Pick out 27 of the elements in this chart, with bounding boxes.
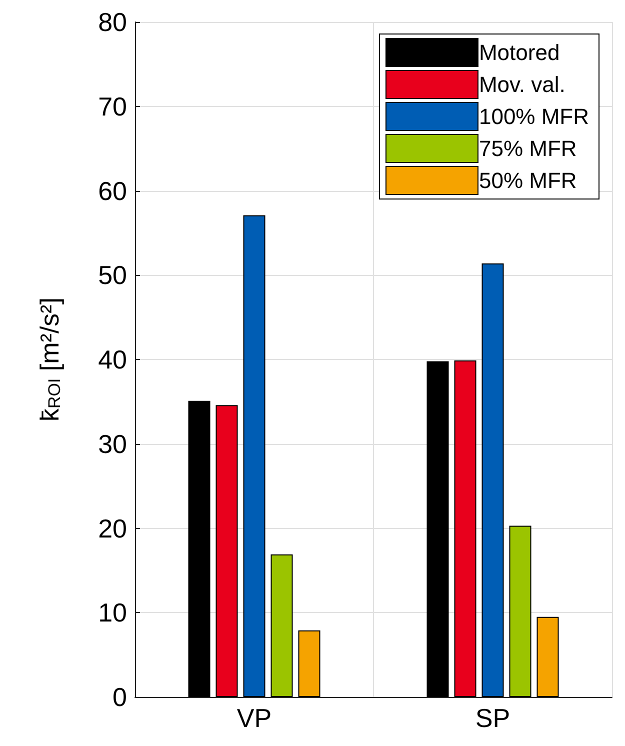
y-tick-label: 10 [98, 598, 127, 628]
y-tick-label: 80 [98, 7, 127, 37]
bar [482, 263, 504, 697]
bar [509, 526, 532, 697]
y-axis-title: k̄ROI [m²/s²] [34, 297, 64, 422]
bar [298, 630, 320, 697]
y-tick-label: 20 [98, 513, 127, 544]
legend-label: 50% MFR [478, 168, 577, 193]
bar [243, 215, 266, 697]
bar [216, 405, 238, 697]
y-tick-label: 50 [98, 260, 127, 290]
legend-label: Motored [478, 40, 560, 65]
y-tick-label: 0 [112, 682, 127, 712]
x-tick-label: SP [475, 703, 510, 733]
y-tick-label: 70 [98, 91, 127, 122]
x-tick-label: VP [236, 703, 272, 733]
y-tick-label: 60 [98, 176, 127, 206]
bar [270, 554, 293, 697]
bar [426, 361, 449, 697]
bar [188, 400, 210, 697]
bar [536, 616, 559, 697]
legend-label: 100% MFR [478, 104, 590, 129]
legend-label: Mov. val. [478, 72, 566, 97]
y-tick-label: 40 [98, 344, 127, 374]
bar [454, 360, 476, 697]
legend-label: 75% MFR [478, 136, 577, 161]
y-tick-label: 30 [98, 428, 127, 459]
